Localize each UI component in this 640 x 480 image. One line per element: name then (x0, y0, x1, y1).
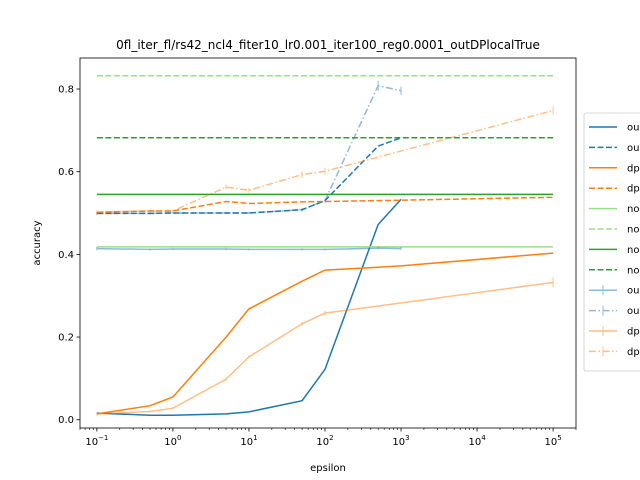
legend-label: no (627, 225, 639, 236)
legend-label: dp (627, 184, 640, 195)
x-tick-label: 10−1 (85, 434, 108, 448)
series-1 (96, 137, 402, 215)
chart-title: 0fl_iter_fl/rs42_ncl4_fiter10_lr0.001_it… (116, 38, 540, 52)
legend-label: ou (627, 286, 639, 297)
y-axis-label: accuracy (32, 220, 43, 265)
legend-label: ou (627, 306, 639, 317)
series-line (96, 109, 554, 213)
legend-label: dp (627, 347, 640, 358)
x-tick-label: 104 (468, 434, 486, 448)
x-tick-label: 100 (164, 434, 181, 448)
legend-label: ou (627, 123, 639, 134)
series-10 (96, 277, 554, 416)
legend-entry (589, 305, 617, 316)
series-0 (96, 198, 402, 416)
x-axis-label: epsilon (310, 463, 346, 474)
x-tick-label: 103 (392, 434, 409, 448)
y-tick-label: 0.2 (58, 333, 74, 344)
legend: ou ou dp dp no no no no ou ou dp dp (583, 112, 640, 372)
y-axis: 0.0 0.2 0.4 0.6 0.8 (58, 85, 80, 426)
legend-entry (589, 285, 617, 296)
series-line (96, 281, 554, 415)
legend-label: ou (627, 143, 639, 154)
plot-frame (79, 57, 577, 429)
series-layer (96, 75, 554, 416)
x-tick-label: 101 (240, 434, 257, 448)
y-tick-label: 0.0 (58, 415, 74, 426)
y-tick-label: 0.4 (58, 250, 74, 261)
series-line (96, 137, 402, 215)
x-axis: 10−1 100 101 102 103 104 105 (79, 428, 577, 448)
series-line (96, 252, 554, 415)
legend-entry (589, 346, 617, 357)
legend-entry (589, 326, 617, 336)
series-line (96, 198, 402, 416)
x-tick-label: 102 (316, 434, 333, 448)
legend-box (583, 112, 640, 372)
legend-label: dp (627, 163, 640, 174)
legend-label: no (627, 265, 639, 276)
legend-label: no (627, 204, 639, 215)
series-2 (96, 252, 554, 415)
series-9 (96, 80, 402, 216)
legend-label: dp (627, 327, 640, 338)
x-tick-label: 105 (545, 434, 562, 448)
y-tick-label: 0.6 (58, 167, 74, 178)
y-tick-label: 0.8 (58, 85, 74, 96)
series-11 (96, 106, 554, 214)
series-8 (96, 246, 402, 251)
legend-label: no (627, 245, 639, 256)
